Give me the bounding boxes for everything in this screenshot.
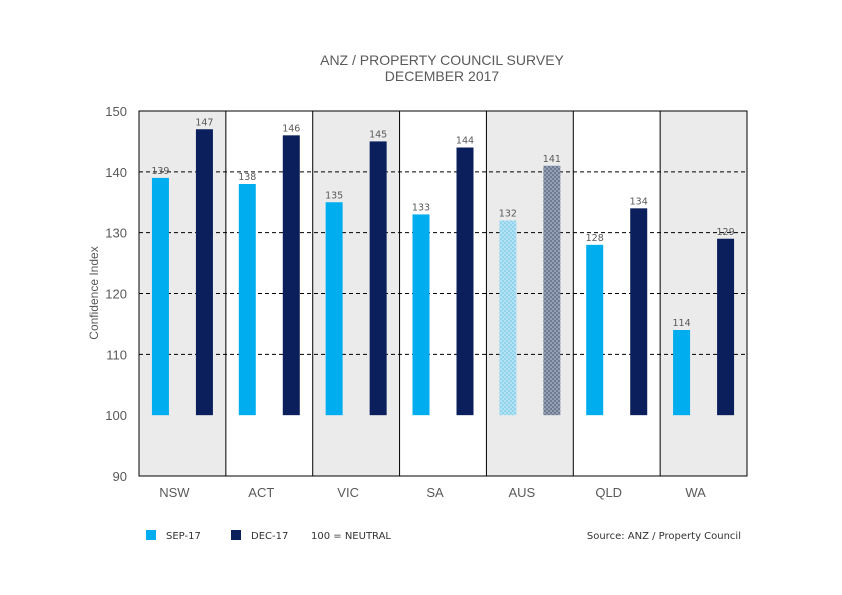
y-axis-ticks: 90 100 110 120 130 140 150 (105, 104, 127, 484)
source-note: Source: ANZ / Property Council (587, 531, 741, 542)
bar-qld-dec-17 (630, 208, 648, 416)
x-tick-sa: SA (426, 485, 444, 500)
bar-vic-sep-17 (325, 202, 343, 416)
data-label-sa-dec-17: 144 (456, 136, 474, 147)
bar-sa-dec-17 (456, 147, 474, 416)
plot-border (138, 110, 748, 477)
x-tick-wa: WA (685, 485, 706, 500)
legend-label-dec-17: DEC-17 (251, 531, 288, 542)
y-tick-100: 100 (105, 408, 127, 423)
y-tick-130: 130 (105, 226, 127, 241)
x-tick-act: ACT (248, 485, 274, 500)
data-label-qld-sep-17: 128 (586, 233, 604, 244)
bars (151, 129, 735, 416)
data-label-wa-sep-17: 114 (673, 318, 691, 329)
x-tick-aus: AUS (508, 485, 535, 500)
bar-wa-sep-17 (673, 330, 691, 416)
data-labels: 139 147 138 146 135 145 133 144 132 141 128 134 114 1… (151, 117, 734, 329)
data-label-vic-sep-17: 135 (325, 190, 343, 201)
bar-wa-dec-17 (717, 238, 735, 416)
data-label-vic-dec-17: 145 (369, 129, 387, 140)
bar-sa-sep-17 (412, 214, 430, 416)
y-tick-90: 90 (113, 469, 127, 484)
legend-note-neutral: 100 = NEUTRAL (311, 531, 391, 542)
y-tick-140: 140 (105, 165, 127, 180)
data-label-aus-sep-17: 132 (499, 209, 517, 220)
y-tick-110: 110 (106, 347, 127, 362)
data-label-act-sep-17: 138 (238, 172, 256, 183)
data-label-sa-sep-17: 133 (412, 202, 430, 213)
bar-vic-dec-17 (369, 141, 387, 416)
data-label-nsw-dec-17: 147 (195, 117, 213, 128)
data-label-qld-dec-17: 134 (630, 196, 648, 207)
bar-nsw-dec-17 (195, 129, 213, 416)
legend-swatch-dec-17 (231, 530, 241, 540)
x-tick-vic: VIC (337, 485, 359, 500)
legend-label-sep-17: SEP-17 (166, 531, 201, 542)
bar-aus-sep-17 (499, 220, 517, 416)
bar-nsw-sep-17 (151, 177, 169, 416)
data-label-act-dec-17: 146 (282, 123, 300, 134)
data-label-nsw-sep-17: 139 (151, 166, 169, 177)
chart-title-line-1: ANZ / PROPERTY COUNCIL SURVEY (320, 52, 564, 68)
y-tick-120: 120 (105, 287, 127, 302)
bar-aus-dec-17 (543, 165, 561, 416)
legend-swatch-sep-17 (146, 530, 156, 540)
x-tick-nsw: NSW (159, 485, 190, 500)
x-axis-ticks: NSW ACT VIC SA AUS QLD WA (159, 485, 706, 500)
y-tick-150: 150 (105, 104, 127, 119)
bar-qld-sep-17 (586, 244, 604, 416)
bar-act-dec-17 (282, 135, 300, 416)
data-label-aus-dec-17: 141 (543, 154, 561, 165)
chart-title-line-2: DECEMBER 2017 (385, 68, 500, 84)
y-axis-label: Confidence Index (87, 246, 101, 339)
data-label-wa-dec-17: 129 (717, 227, 735, 238)
category-separators (225, 111, 661, 476)
bar-act-sep-17 (238, 184, 256, 416)
legend: SEP-17 DEC-17 100 = NEUTRAL (146, 530, 391, 542)
x-tick-qld: QLD (595, 485, 622, 500)
